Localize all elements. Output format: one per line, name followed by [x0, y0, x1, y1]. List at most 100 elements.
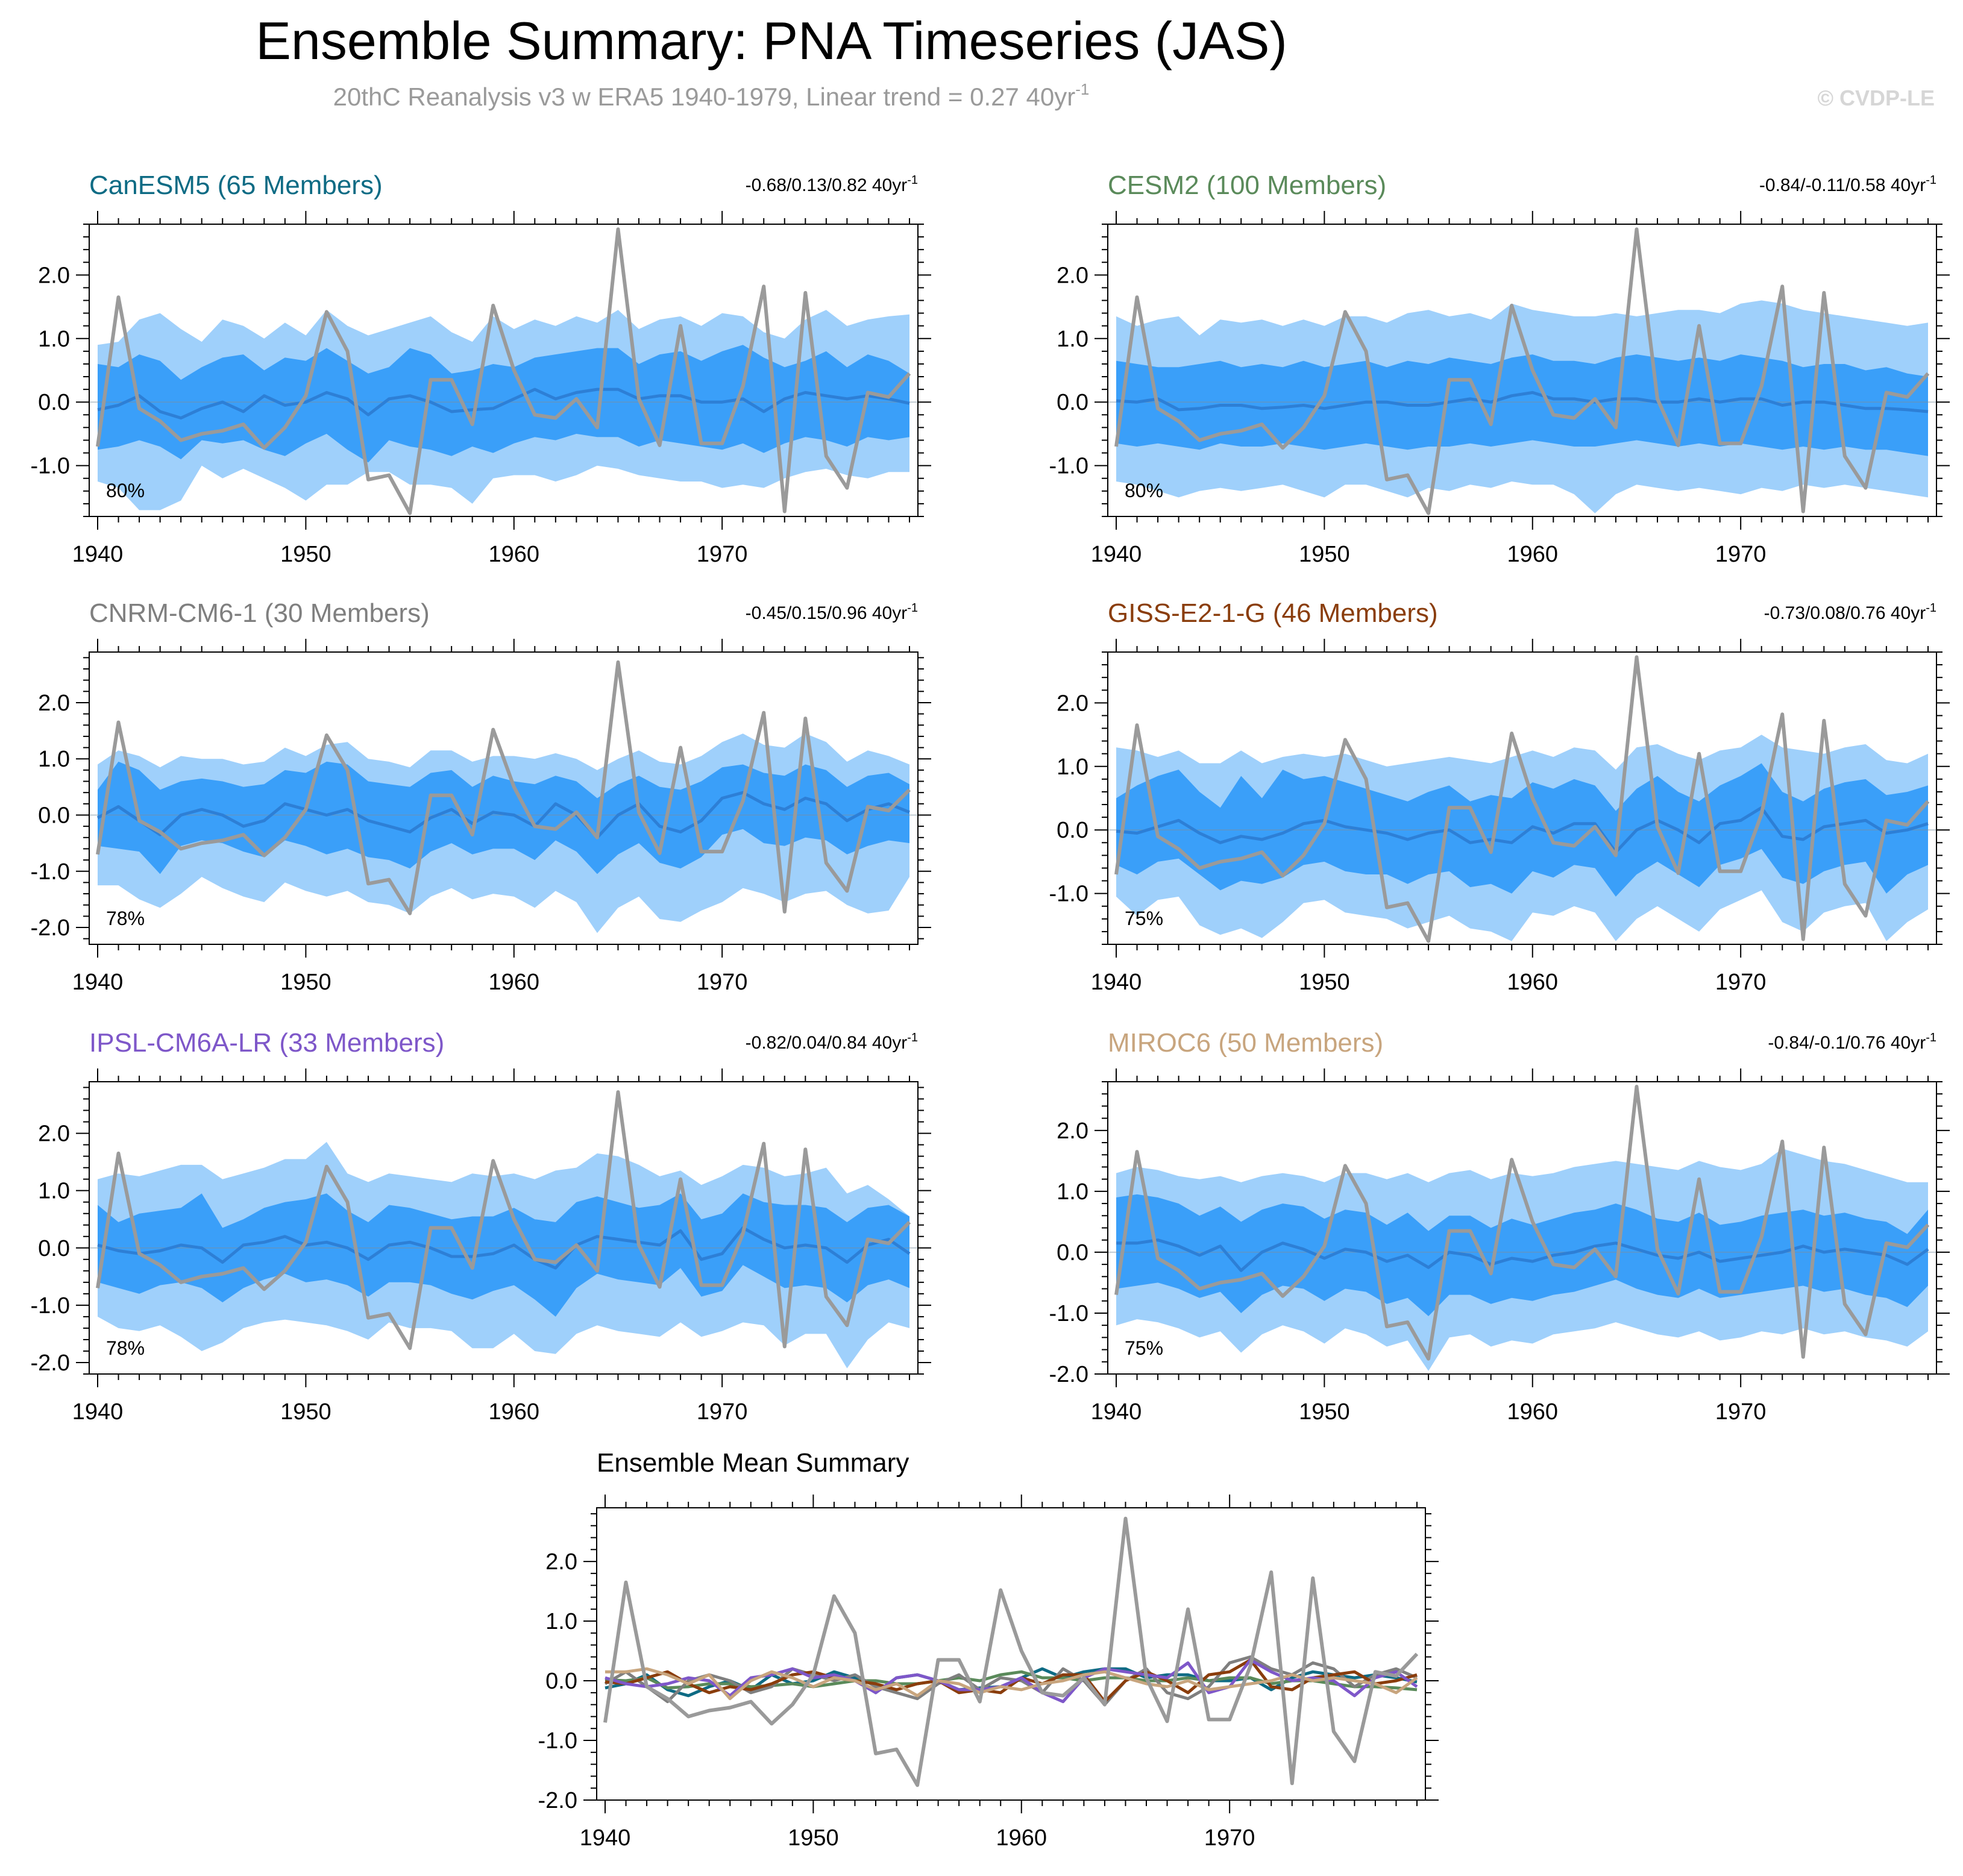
percent-label: 78%	[106, 908, 145, 929]
panel-title: MIROC6 (50 Members)	[1108, 1028, 1383, 1058]
summary-observed-line	[603, 1516, 1419, 1787]
panel-ytick-label: 1.0	[38, 747, 70, 772]
panel-xtick-label: 1970	[697, 1399, 748, 1425]
panel-miroc6: 1940 1950 1960 1970 2.0 1.0 0.0 -1.0 -2.0 MIROC6 …	[1049, 1028, 1950, 1425]
trend-superscript: -1	[1926, 174, 1936, 187]
observed-line	[1114, 227, 1930, 515]
panel-title: GISS-E2-1-G (46 Members)	[1108, 598, 1438, 628]
summary-ytick-label: 1.0	[545, 1609, 577, 1634]
panel-ytick-label: 2.0	[1057, 263, 1088, 288]
panel-ensemble-mean-summary: 1940 1950 1960 1970 2.0 1.0 0.0 -1.0 -2.0 Ensembl…	[538, 1448, 1439, 1851]
panels-container: 1940 1950 1960 1970 2.0 1.0 0.0 -1.0 CanESM5 (65…	[31, 171, 1950, 1851]
observed-line	[1114, 1085, 1930, 1361]
observed-line	[96, 660, 911, 915]
panel-ipsl-cm6a-lr: 1940 1950 1960 1970 2.0 1.0 0.0 -1.0 -2.0 IPSL-CM…	[31, 1028, 931, 1425]
percent-label: 75%	[1125, 908, 1163, 929]
panel-trend: -0.84/-0.11/0.58 40yr-1	[1759, 174, 1936, 195]
summary-xtick-label: 1940	[580, 1825, 631, 1851]
trend-value: -0.84/-0.11/0.58 40yr	[1759, 175, 1926, 195]
panel-xtick-label: 1960	[1507, 970, 1558, 995]
trend-value: -0.68/0.13/0.82 40yr	[746, 175, 908, 195]
panel-trend: -0.82/0.04/0.84 40yr-1	[746, 1031, 918, 1053]
panel-xtick-label: 1970	[1715, 1399, 1767, 1425]
panel-xtick-label: 1950	[280, 970, 331, 995]
summary-title: Ensemble Mean Summary	[597, 1448, 909, 1478]
subtitle-superscript: -1	[1075, 80, 1089, 98]
panel-trend: -0.84/-0.1/0.76 40yr-1	[1768, 1031, 1936, 1053]
panel-frame-top	[89, 1081, 919, 1375]
panel-xtick-label: 1960	[1507, 1399, 1558, 1425]
panel-xtick-label: 1940	[72, 542, 124, 567]
summary-xtick-label: 1970	[1204, 1825, 1255, 1851]
panel-xtick-label: 1960	[488, 542, 539, 567]
panel-cnrm-cm6-1: 1940 1950 1960 1970 2.0 1.0 0.0 -1.0 -2.0 CNRM-CM…	[31, 598, 931, 995]
observed-line	[96, 1090, 911, 1351]
panel-ytick-label: -1.0	[1049, 882, 1088, 907]
panel-ytick-label: -2.0	[31, 915, 70, 941]
trend-superscript: -1	[907, 174, 918, 187]
panel-frame-top	[89, 651, 919, 945]
panel-xtick-label: 1940	[72, 1399, 124, 1425]
panel-ytick-label: 1.0	[1057, 1179, 1088, 1205]
trend-value: -0.45/0.15/0.96 40yr	[746, 603, 908, 623]
percent-label: 80%	[106, 480, 145, 501]
panel-xtick-label: 1950	[1299, 542, 1350, 567]
panel-title: CESM2 (100 Members)	[1108, 171, 1386, 200]
panel-frame-top	[1107, 1081, 1937, 1375]
panel-xtick-label: 1960	[488, 970, 539, 995]
panel-xtick-label: 1970	[1715, 970, 1767, 995]
summary-xtick-label: 1950	[788, 1825, 839, 1851]
inner-band-range	[1116, 1194, 1928, 1316]
figure-subtitle: 20thC Reanalysis v3 w ERA5 1940-1979, Li…	[333, 80, 1090, 111]
panel-ytick-label: 1.0	[38, 1179, 70, 1204]
panel-trend: -0.73/0.08/0.76 40yr-1	[1764, 601, 1936, 623]
inner-band-range	[98, 761, 909, 874]
panel-cesm2: 1940 1950 1960 1970 2.0 1.0 0.0 -1.0 CESM2 (100 …	[1049, 171, 1950, 567]
percent-label: 75%	[1125, 1337, 1163, 1359]
trend-superscript: -1	[907, 601, 918, 615]
panel-xtick-label: 1970	[697, 970, 748, 995]
panel-ytick-label: 2.0	[38, 1122, 70, 1147]
figure-title: Ensemble Summary: PNA Timeseries (JAS)	[256, 11, 1287, 71]
panel-xtick-label: 1950	[280, 542, 331, 567]
panel-title: CanESM5 (65 Members)	[89, 171, 383, 200]
trend-value: -0.73/0.08/0.76 40yr	[1764, 603, 1926, 623]
panel-xtick-label: 1950	[280, 1399, 331, 1425]
panel-frame-top	[1107, 651, 1937, 945]
panel-xtick-label: 1960	[488, 1399, 539, 1425]
inner-band-range	[1116, 354, 1928, 456]
panel-xtick-label: 1940	[72, 970, 124, 995]
summary-ytick-label: 2.0	[545, 1549, 577, 1575]
trend-value: -0.84/-0.1/0.76 40yr	[1768, 1033, 1926, 1053]
panel-ytick-label: 1.0	[1057, 327, 1088, 352]
panel-frame-top	[89, 224, 919, 517]
panel-title: IPSL-CM6A-LR (33 Members)	[89, 1028, 444, 1058]
trend-superscript: -1	[1926, 1031, 1936, 1044]
panel-ytick-label: 0.0	[1057, 1240, 1088, 1266]
panel-ytick-label: 1.0	[1057, 754, 1088, 780]
panel-ytick-label: -1.0	[1049, 454, 1088, 479]
percent-label: 80%	[1125, 480, 1163, 501]
panel-trend: -0.45/0.15/0.96 40yr-1	[746, 601, 918, 623]
panel-giss-e2-1-g: 1940 1950 1960 1970 2.0 1.0 0.0 -1.0 GISS-E2-1-G…	[1049, 598, 1950, 995]
panel-canesm5: 1940 1950 1960 1970 2.0 1.0 0.0 -1.0 CanESM5 (65…	[31, 171, 931, 567]
watermark: © CVDP-LE	[1817, 86, 1935, 110]
panel-trend: -0.68/0.13/0.82 40yr-1	[746, 174, 918, 195]
panel-xtick-label: 1940	[1091, 970, 1142, 995]
trend-superscript: -1	[907, 1031, 918, 1044]
panel-xtick-label: 1940	[1091, 542, 1142, 567]
summary-xtick-label: 1960	[996, 1825, 1047, 1851]
panel-ytick-label: -1.0	[1049, 1301, 1088, 1326]
panel-ytick-label: 2.0	[1057, 691, 1088, 716]
panel-title: CNRM-CM6-1 (30 Members)	[89, 598, 430, 628]
panel-xtick-label: 1950	[1299, 1399, 1350, 1425]
panel-xtick-label: 1940	[1091, 1399, 1142, 1425]
trend-superscript: -1	[1926, 601, 1936, 615]
panel-ytick-label: 0.0	[38, 1236, 70, 1261]
panel-ytick-label: 2.0	[38, 691, 70, 716]
panel-ytick-label: 1.0	[38, 327, 70, 352]
trend-value: -0.82/0.04/0.84 40yr	[746, 1033, 908, 1053]
panel-ytick-label: -1.0	[31, 859, 70, 885]
panel-ytick-label: -2.0	[1049, 1362, 1088, 1387]
